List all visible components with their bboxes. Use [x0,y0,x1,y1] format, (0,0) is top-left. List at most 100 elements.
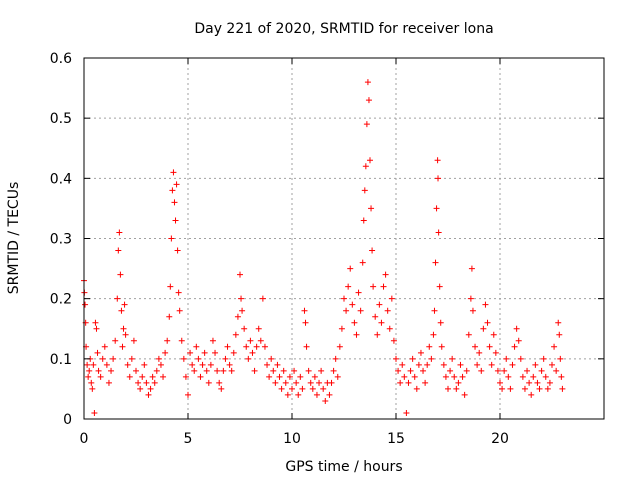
data-point [175,289,182,296]
data-point [345,283,352,290]
data-point [437,319,444,326]
data-point [305,367,312,374]
data-point [278,385,285,392]
data-point [431,307,438,314]
data-point [280,367,287,374]
data-point [247,337,254,344]
data-point [116,229,123,236]
data-point [133,367,139,374]
data-point [407,367,414,374]
data-point [201,349,208,356]
data-point [453,385,460,392]
data-point [185,391,191,398]
data-point [207,361,214,368]
data-point [519,373,526,380]
data-point [237,271,243,278]
data-point [121,301,128,308]
data-point [295,391,302,398]
data-point [222,355,229,362]
data-point [393,355,399,362]
data-point [503,355,510,362]
x-tick-label: 5 [184,431,193,447]
x-tick-label: 0 [80,431,89,447]
data-point [90,361,97,368]
data-point [415,361,422,368]
data-point [361,187,368,194]
data-point [420,367,427,374]
data-point [435,229,442,236]
data-point [249,349,256,356]
data-point [349,301,356,308]
data-point [299,385,306,392]
data-point [189,361,196,368]
data-point [405,379,412,386]
data-point [274,361,281,368]
data-point [422,379,429,386]
data-point [218,385,225,392]
data-point [205,379,212,386]
data-point [171,199,178,206]
data-point [153,367,160,374]
data-point [372,313,379,320]
data-point [553,367,560,374]
x-tick-label: 15 [387,431,405,447]
data-point [91,409,98,416]
data-point [426,343,433,350]
data-point [386,325,393,332]
data-point [303,343,310,350]
data-point [369,247,376,254]
data-point [167,283,174,290]
data-point [105,379,112,386]
data-point [494,367,501,374]
data-point [115,247,122,254]
data-point [505,373,512,380]
data-point [243,343,250,350]
data-point [257,337,264,344]
data-point [355,289,362,296]
data-point [360,217,367,224]
x-tick-label: 20 [491,431,509,447]
data-point [214,367,221,374]
data-point [451,373,458,380]
data-point [363,121,370,128]
y-tick-label: 0.4 [50,171,72,187]
data-point [276,373,283,380]
data-point [390,337,397,344]
data-point [182,373,189,380]
data-point [230,349,237,356]
data-point [118,307,125,314]
data-point [370,283,377,290]
data-point [264,361,271,368]
data-point [166,313,173,320]
data-point [378,319,385,326]
y-tick-label: 0.2 [50,292,72,308]
data-point [151,379,158,386]
data-point [137,385,144,392]
data-point [178,337,185,344]
data-point [164,337,171,344]
data-point [135,379,142,386]
data-point [259,295,266,302]
data-point [318,367,325,374]
data-point [141,361,148,368]
data-point [461,391,468,398]
data-point [180,355,187,362]
data-point [457,361,464,368]
data-point [130,337,137,344]
data-point [343,307,350,314]
data-point [322,397,329,404]
data-point [108,367,115,374]
y-axis-label: SRMTID / TECUs [6,182,22,295]
data-point [128,355,135,362]
data-point [436,283,443,290]
data-point [401,373,408,380]
data-point [291,367,298,374]
data-point [484,319,491,326]
data-point [89,385,96,392]
data-point [234,313,241,320]
data-point [474,361,481,368]
data-point [328,379,335,386]
x-tick-label: 10 [283,431,301,447]
data-point [112,337,119,344]
data-point [536,385,543,392]
